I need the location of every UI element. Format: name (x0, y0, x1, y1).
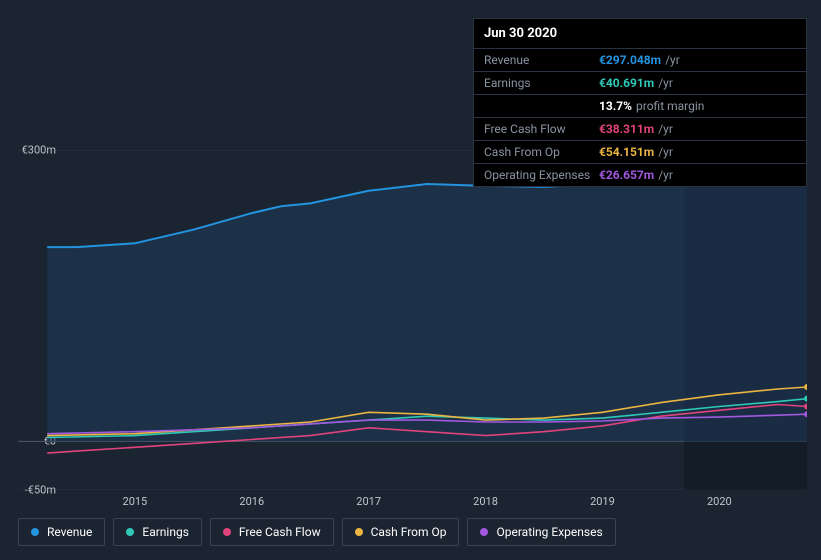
x-tick-label: 2020 (707, 495, 732, 508)
tooltip-row: Operating Expenses€26.657m/yr (474, 163, 806, 186)
tooltip-value: €54.151m (599, 145, 654, 159)
tooltip-value: €40.691m (599, 76, 654, 90)
tooltip-label: Free Cash Flow (484, 122, 599, 136)
legend-dot-icon (480, 528, 488, 536)
x-axis: 2015 2016 2017 2018 2019 2020 (18, 495, 807, 515)
x-tick-label: 2017 (356, 495, 381, 508)
chart-legend: Revenue Earnings Free Cash Flow Cash From O… (18, 518, 616, 546)
tooltip-value: €38.311m (599, 122, 654, 136)
legend-label: Revenue (47, 525, 92, 539)
tooltip-value: €26.657m (599, 168, 654, 182)
tooltip-label: Operating Expenses (484, 168, 599, 182)
legend-item[interactable]: Free Cash Flow (210, 518, 334, 546)
x-tick-label: 2019 (590, 495, 615, 508)
tooltip-value: €297.048m (599, 53, 661, 67)
tooltip-unit: /yr (658, 76, 673, 90)
legend-item[interactable]: Revenue (18, 518, 105, 546)
tooltip-row: Free Cash Flow€38.311m/yr (474, 117, 806, 140)
chart-plot (18, 150, 807, 490)
legend-dot-icon (31, 528, 39, 536)
legend-dot-icon (355, 528, 363, 536)
legend-dot-icon (223, 528, 231, 536)
legend-item[interactable]: Operating Expenses (467, 518, 615, 546)
tooltip-margin-value: 13.7% (599, 99, 632, 113)
legend-dot-icon (126, 528, 134, 536)
tooltip-row: 13.7% profit margin (474, 94, 806, 117)
chart-tooltip: Jun 30 2020 Revenue€297.048m/yrEarnings€… (473, 18, 807, 187)
tooltip-unit: /yr (665, 53, 680, 67)
legend-label: Cash From Op (371, 525, 447, 539)
tooltip-label: Earnings (484, 76, 599, 90)
legend-label: Operating Expenses (496, 525, 602, 539)
x-tick-label: 2015 (123, 495, 148, 508)
legend-item[interactable]: Cash From Op (342, 518, 460, 546)
x-tick-label: 2018 (473, 495, 498, 508)
tooltip-label: Cash From Op (484, 145, 599, 159)
tooltip-unit: /yr (658, 168, 673, 182)
legend-label: Free Cash Flow (239, 525, 321, 539)
legend-item[interactable]: Earnings (113, 518, 202, 546)
tooltip-row: Cash From Op€54.151m/yr (474, 140, 806, 163)
tooltip-margin-label: profit margin (636, 99, 704, 113)
tooltip-date: Jun 30 2020 (474, 19, 806, 48)
tooltip-row: Earnings€40.691m/yr (474, 71, 806, 94)
financials-chart[interactable]: €300m€0-€50m (18, 150, 807, 490)
tooltip-unit: /yr (658, 122, 673, 136)
tooltip-row: Revenue€297.048m/yr (474, 48, 806, 71)
tooltip-unit: /yr (658, 145, 673, 159)
tooltip-label: Revenue (484, 53, 599, 67)
legend-label: Earnings (142, 525, 189, 539)
x-tick-label: 2016 (239, 495, 264, 508)
